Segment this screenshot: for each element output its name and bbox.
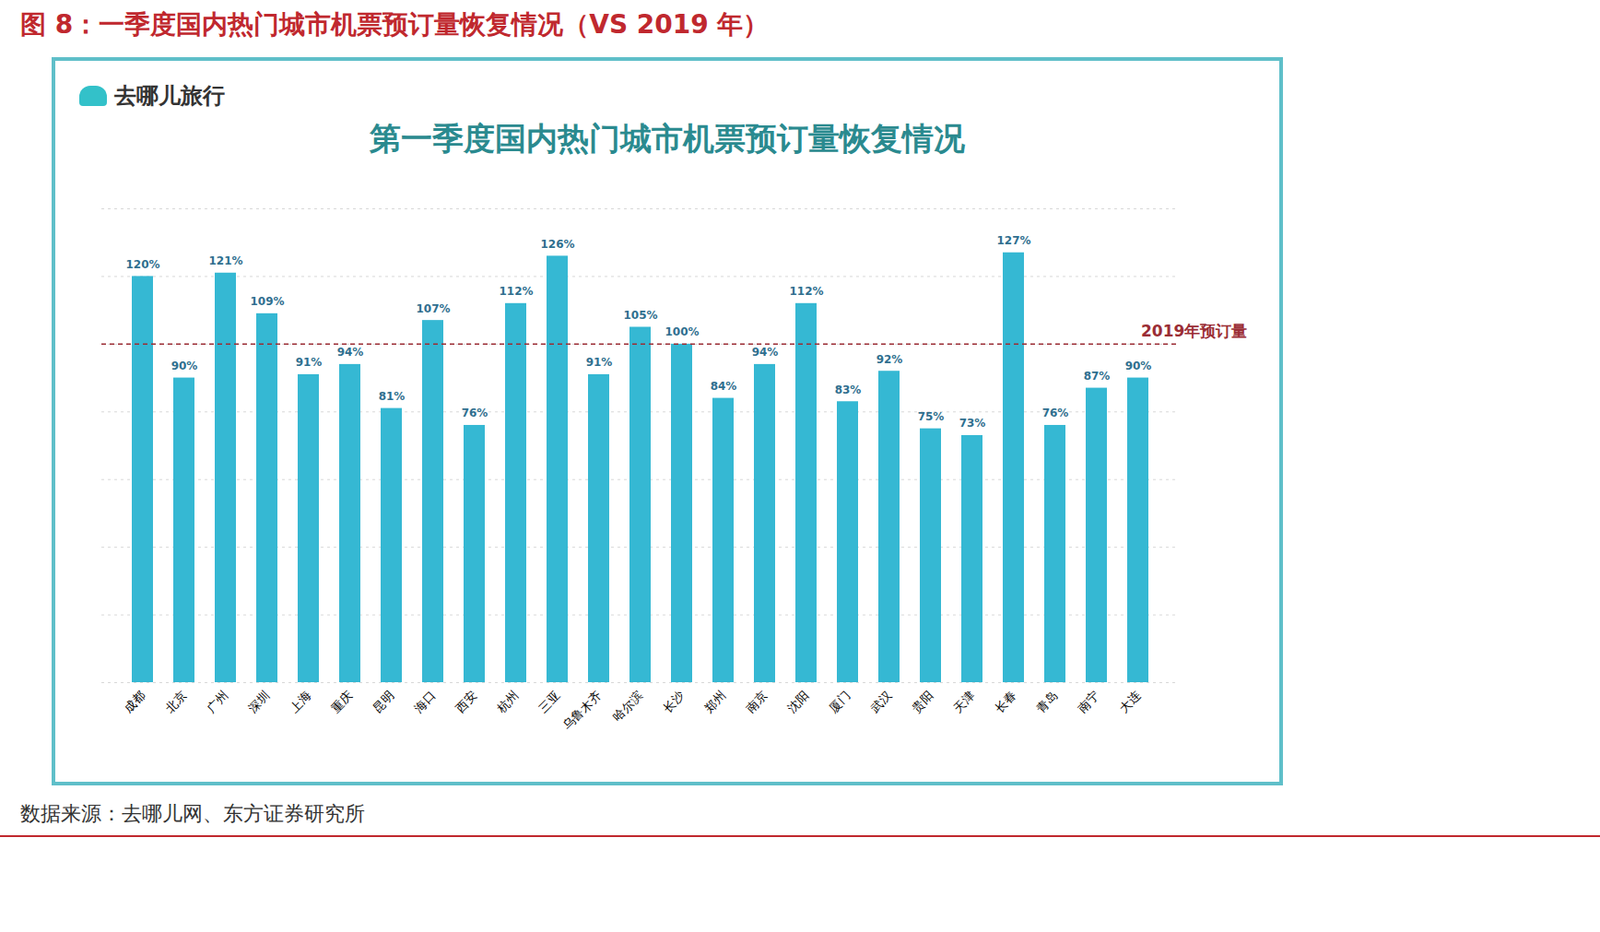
svg-text:120%: 120% (125, 258, 160, 271)
svg-text:2019年预订量: 2019年预订量 (1141, 321, 1248, 341)
svg-text:乌鲁木齐: 乌鲁木齐 (560, 688, 604, 732)
svg-text:73%: 73% (959, 416, 987, 430)
svg-text:南京: 南京 (742, 688, 770, 716)
svg-text:94%: 94% (337, 345, 365, 359)
svg-text:长春: 长春 (991, 688, 1019, 716)
svg-text:112%: 112% (788, 284, 824, 298)
svg-text:郑州: 郑州 (701, 688, 729, 716)
svg-text:87%: 87% (1083, 369, 1111, 383)
svg-text:112%: 112% (498, 284, 533, 298)
svg-text:深圳: 深圳 (245, 688, 272, 716)
svg-text:贵阳: 贵阳 (908, 688, 936, 716)
html-text:图 8：一季度国内热门城市机票预订量恢复情况（VS 2019: 图 8：一季度国内热门城市机票预订量恢复情况（VS 2019 年） (20, 9, 770, 40)
svg-text:杭州: 杭州 (493, 688, 521, 717)
svg-text:107%: 107% (415, 301, 450, 315)
svg-text:广州: 广州 (203, 688, 231, 716)
svg-text:90%: 90% (171, 359, 199, 373)
svg-text:大连: 大连 (1116, 688, 1143, 716)
svg-text:76%: 76% (1042, 406, 1070, 420)
svg-text:厦门: 厦门 (825, 688, 853, 716)
svg-text:西安: 西安 (452, 688, 480, 716)
svg-text:天津: 天津 (950, 688, 977, 716)
svg-text:上海: 上海 (286, 688, 314, 716)
svg-text:84%: 84% (710, 379, 738, 393)
svg-text:哈尔滨: 哈尔滨 (610, 688, 646, 724)
svg-text:91%: 91% (295, 355, 323, 369)
svg-text:南宁: 南宁 (1074, 688, 1102, 716)
svg-text:昆明: 昆明 (369, 688, 397, 716)
svg-text:三亚: 三亚 (535, 688, 563, 716)
svg-text:北京: 北京 (162, 688, 189, 716)
svg-text:94%: 94% (752, 345, 779, 359)
svg-text:武汉: 武汉 (867, 688, 895, 716)
svg-text:109%: 109% (249, 294, 284, 308)
svg-text:105%: 105% (623, 308, 658, 322)
html-text:数据来源：去哪儿网、东方证券研究所: 数据来源：去哪儿网、东方证券研究所 (20, 801, 365, 825)
svg-text:成都: 成都 (120, 688, 148, 716)
svg-text:83%: 83% (835, 383, 862, 397)
html-text:去哪儿旅行: 去哪儿旅行 (114, 82, 225, 109)
svg-text:126%: 126% (540, 237, 575, 251)
svg-text:127%: 127% (996, 234, 1031, 248)
svg-text:81%: 81% (378, 389, 406, 403)
svg-text:121%: 121% (208, 254, 243, 268)
svg-text:重庆: 重庆 (328, 688, 355, 716)
svg-text:92%: 92% (876, 352, 904, 366)
svg-text:青岛: 青岛 (1033, 688, 1060, 716)
svg-text:75%: 75% (917, 410, 945, 424)
html-text:第一季度国内热门城市机票预订量恢复情况: 第一季度国内热门城市机票预订量恢复情况 (369, 119, 965, 157)
svg-text:100%: 100% (664, 325, 699, 339)
svg-text:沈阳: 沈阳 (784, 688, 812, 716)
svg-text:海口: 海口 (411, 688, 438, 716)
svg-text:91%: 91% (586, 355, 613, 369)
svg-text:90%: 90% (1125, 359, 1153, 373)
svg-text:76%: 76% (461, 406, 489, 420)
svg-text:长沙: 长沙 (659, 688, 687, 716)
